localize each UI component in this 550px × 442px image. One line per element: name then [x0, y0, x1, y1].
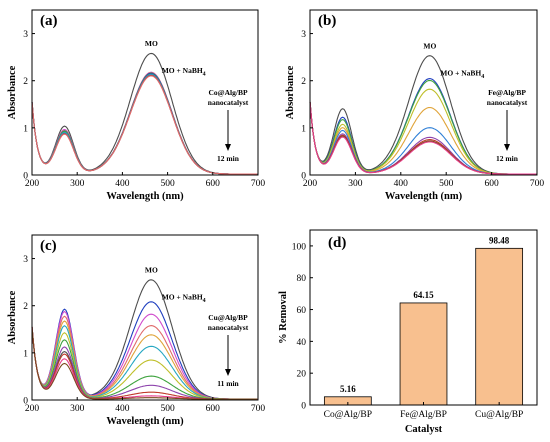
y-tick-label: 3 [23, 255, 28, 265]
panel-label: (a) [40, 13, 58, 29]
mo-nabh4-subscript: 4 [481, 74, 484, 80]
time-label: 12 min [496, 154, 519, 163]
mo-nabh4-label: MO + NaBH4 [440, 68, 484, 80]
x-axis-title: Wavelength (nm) [106, 191, 184, 202]
mo-label: MO [145, 39, 158, 48]
category-label: Fe@Alg/BP [400, 410, 447, 420]
y-tick-label: 0 [23, 172, 28, 182]
x-tick-label: 300 [348, 179, 363, 189]
panel-label: (d) [328, 235, 346, 251]
panel-a: 200 300 400 500 600 700 0 1 2 3 Wavelength (nm) Abs… [7, 9, 266, 202]
x-tick-label: 600 [206, 179, 221, 189]
time-label: 12 min [217, 154, 240, 163]
y-tick-label: 3 [301, 30, 306, 40]
category-label: Co@Alg/BP [324, 410, 372, 420]
y-tick-label: 100 [292, 242, 307, 252]
y-tick-label: 0 [301, 172, 306, 182]
mo-nabh4-subscript: 4 [203, 72, 206, 78]
y-tick-label: 2 [301, 77, 306, 87]
catalyst-descriptor: nanocatalyst [208, 98, 249, 107]
y-tick-label: 0 [301, 402, 306, 412]
y-axis-title: Absorbance [7, 65, 18, 119]
mo-label: MO [423, 41, 436, 50]
y-tick-label: 1 [23, 124, 28, 134]
time-arrow-head [225, 144, 231, 151]
time-arrow-head [504, 144, 510, 151]
x-tick-label: 200 [303, 179, 318, 189]
mo-nabh4-label: MO + NaBH4 [162, 66, 206, 78]
x-tick-label: 400 [115, 404, 130, 414]
y-tick-label: 2 [23, 302, 28, 312]
y-tick-label: 2 [23, 77, 28, 87]
spectrum-curve [31, 75, 258, 175]
x-tick-label: 600 [484, 179, 499, 189]
x-axis-title: Catalyst [405, 424, 443, 435]
panel-b: 200 300 400 500 600 700 0 1 2 3 Wavelength (nm) Abs… [285, 9, 545, 202]
y-tick-label: 1 [23, 349, 28, 359]
bar-value-label: 64.15 [413, 290, 434, 300]
mo-nabh4-text: MO + NaBH [162, 292, 203, 301]
x-tick-label: 300 [70, 179, 85, 189]
x-tick-label: 200 [25, 179, 40, 189]
x-tick-label: 700 [251, 404, 266, 414]
x-tick-label: 500 [160, 404, 175, 414]
x-axis-title: Wavelength (nm) [385, 191, 463, 202]
panel-label: (c) [40, 238, 57, 254]
y-tick-label: 40 [297, 338, 307, 348]
x-tick-label: 500 [160, 179, 175, 189]
y-tick-label: 60 [297, 306, 307, 316]
y-tick-label: 3 [23, 30, 28, 40]
x-axis-title: Wavelength (nm) [106, 416, 184, 427]
panel-d: 5.16 Co@Alg/BP 64.15 Fe@Alg/BP 98.48 Cu@Alg/B… [278, 229, 538, 435]
bar-value-label: 98.48 [489, 235, 510, 245]
catalyst-name: Cu@Alg/BP [208, 313, 248, 322]
x-tick-label: 600 [206, 404, 221, 414]
catalyst-descriptor: nanocatalyst [487, 98, 528, 107]
mo-nabh4-text: MO + NaBH [440, 68, 481, 77]
y-axis-title: Absorbance [285, 65, 296, 119]
x-tick-label: 200 [25, 404, 40, 414]
time-label: 11 min [217, 379, 239, 388]
mo-nabh4-text: MO + NaBH [162, 66, 203, 75]
y-axis-title: Absorbance [7, 290, 18, 344]
catalyst-name: Co@Alg/BP [208, 88, 247, 97]
plot-frame [31, 9, 259, 176]
y-tick-label: 1 [301, 124, 306, 134]
spectrum-curve [309, 101, 537, 175]
mo-nabh4-label: MO + NaBH4 [162, 292, 206, 304]
mo-label: MO [145, 265, 158, 274]
x-tick-label: 700 [251, 179, 266, 189]
spectrum-curve [31, 326, 258, 400]
category-label: Cu@Alg/BP [475, 410, 523, 420]
x-tick-label: 500 [439, 179, 454, 189]
mo-nabh4-subscript: 4 [203, 298, 206, 304]
plot-frame [31, 234, 259, 401]
y-tick-label: 20 [297, 370, 307, 380]
x-tick-label: 300 [70, 404, 85, 414]
y-tick-label: 80 [297, 274, 307, 284]
y-axis-title: % Removal [278, 291, 289, 344]
x-tick-label: 400 [394, 179, 409, 189]
catalyst-descriptor: nanocatalyst [208, 323, 249, 332]
x-tick-label: 400 [115, 179, 130, 189]
bar-value-label: 5.16 [340, 384, 356, 394]
bar [475, 247, 524, 406]
y-tick-label: 0 [23, 397, 28, 407]
catalyst-name: Fe@Alg/BP [488, 88, 526, 97]
x-tick-label: 700 [530, 179, 545, 189]
time-arrow-head [225, 369, 231, 376]
bar [399, 302, 448, 406]
plot-frame [309, 9, 538, 176]
panel-label: (b) [318, 13, 336, 29]
plot-frame [309, 229, 538, 406]
panel-c: 200 300 400 500 600 700 0 1 2 3 Wavelength (nm) Abs… [7, 234, 266, 427]
